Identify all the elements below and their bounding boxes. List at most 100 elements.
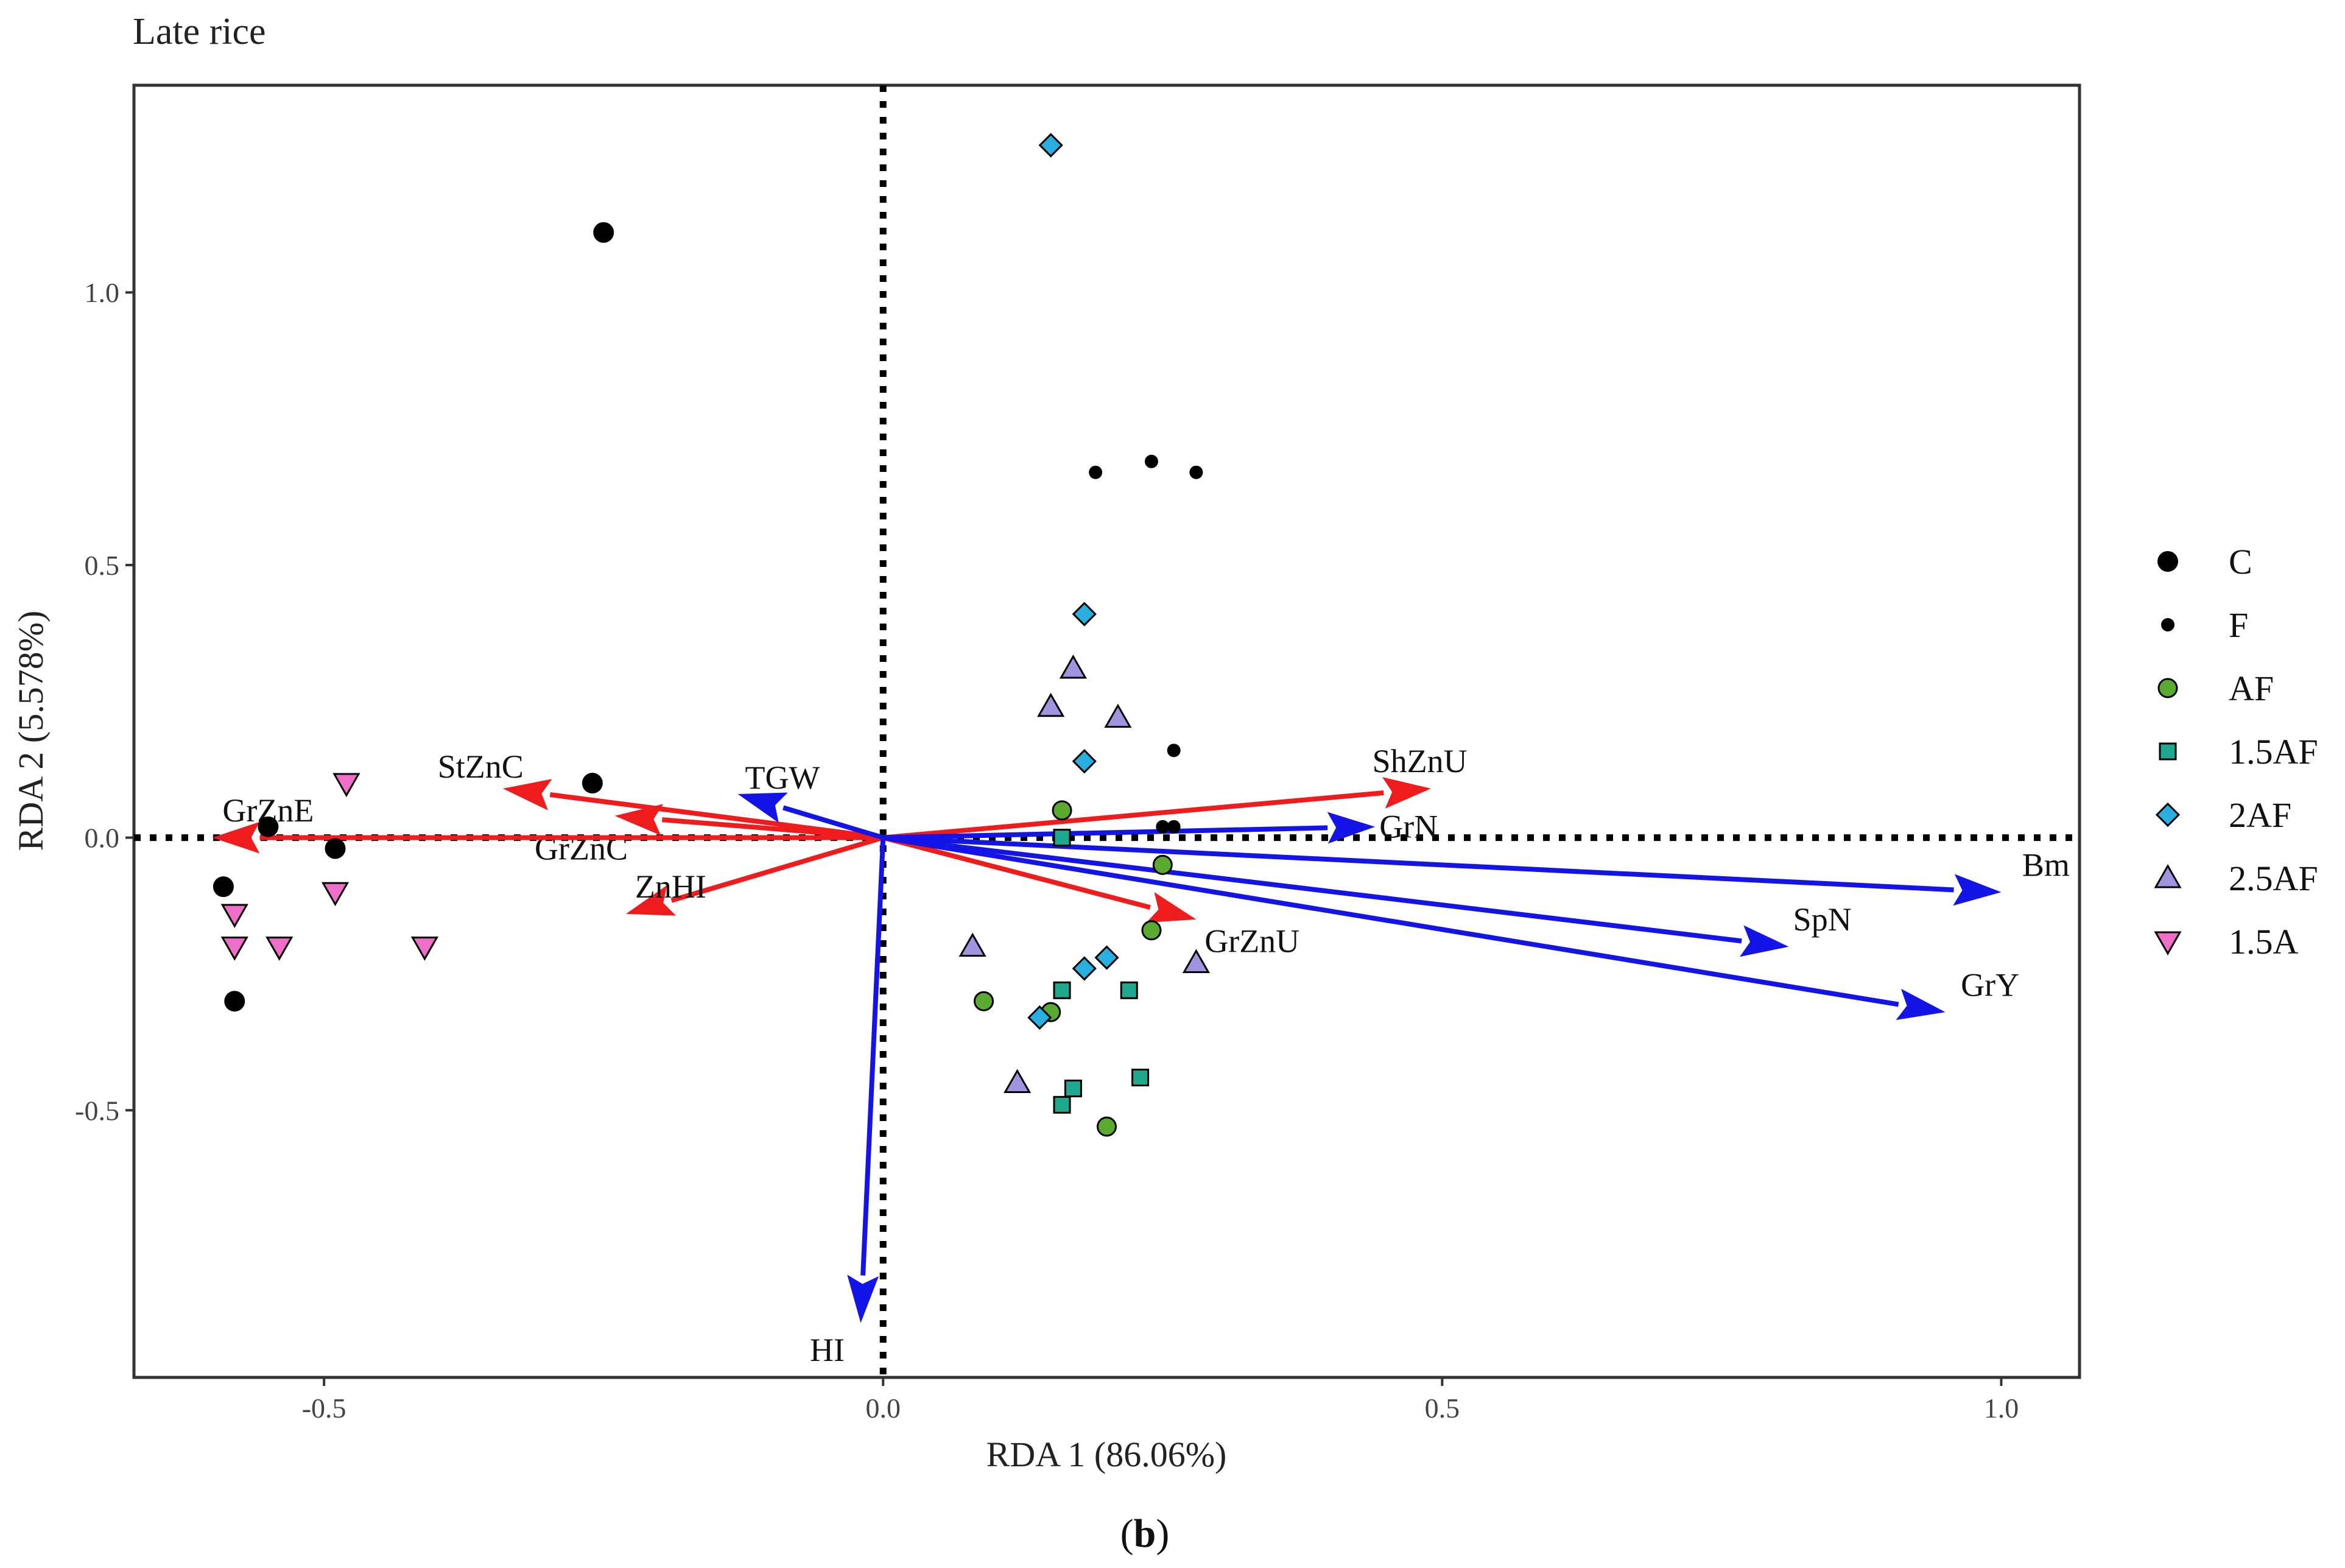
figure-caption: (b) (1120, 1511, 1170, 1556)
vector-line-hi (860, 837, 886, 1276)
point-2af-2 (1072, 602, 1097, 627)
point-af-4 (974, 991, 994, 1011)
axes: -0.5 0.0 0.5 1.0 -0.5 0.0 0.5 1.0 (75, 277, 2019, 1424)
point-c-4 (325, 838, 346, 859)
legend-key-2af (2155, 802, 2181, 828)
point-2af-1 (1038, 133, 1063, 158)
point-2-5af-2 (1037, 692, 1065, 717)
vector-head-stznc (502, 779, 552, 810)
point-2af-5 (1072, 956, 1097, 981)
vector-head-znhi (625, 885, 677, 916)
vector-head-grzne (212, 821, 260, 854)
point-2af-6 (1027, 1005, 1052, 1030)
vector-label-gry: GrY (1961, 966, 2019, 1003)
point-2-5af-1 (1059, 655, 1087, 679)
vector-line-grznu (882, 835, 1151, 910)
point-1-5a-2 (220, 904, 248, 928)
vector-line-shznu (882, 790, 1384, 840)
plot-panel-border (132, 83, 2081, 1379)
point-af-6 (1097, 1116, 1117, 1137)
point-2af-3 (1072, 749, 1097, 774)
legend-label-af: AF (2229, 669, 2274, 708)
vector-head-tgw (737, 792, 788, 823)
point-1-5a-4 (220, 937, 248, 961)
vector-head-bm (1953, 874, 2002, 906)
legend-key-c (2157, 551, 2178, 572)
point-1-5af-4 (1064, 1079, 1082, 1097)
point-c-6 (224, 991, 245, 1012)
point-1-5af-5 (1053, 1095, 1071, 1114)
point-af-1 (1052, 800, 1072, 821)
vector-label-grn: GrN (1379, 809, 1438, 845)
legend-key-af (2157, 678, 2178, 698)
point-f-6 (1167, 820, 1181, 834)
vector-label-znhi: ZnHI (635, 868, 706, 905)
point-2-5af-3 (1104, 703, 1132, 728)
vector-line-grn (883, 825, 1328, 840)
vector-label-shznu: ShZnU (1373, 743, 1468, 779)
point-f-2 (1144, 454, 1158, 468)
point-c-5 (213, 876, 234, 898)
y-tick-label-0-5: -0.5 (75, 1095, 119, 1126)
vector-head-gry (1896, 988, 1946, 1021)
vector-head-spn (1740, 925, 1789, 957)
point-f-4 (1167, 744, 1181, 758)
legend-label-1-5a: 1.5A (2229, 922, 2299, 962)
point-af-2 (1152, 854, 1173, 875)
point-2af-4 (1094, 945, 1119, 970)
vector-head-grn (1327, 812, 1376, 844)
caption-open: ( (1120, 1511, 1134, 1556)
point-2-5af-4 (958, 932, 986, 957)
y-tick-label-1-0: 1.0 (85, 277, 120, 308)
point-1-5a-6 (410, 937, 438, 961)
vector-line-tgw (782, 805, 884, 840)
vector-label-bm: Bm (2022, 846, 2070, 883)
caption-letter: b (1134, 1511, 1156, 1556)
legend-label-f: F (2229, 605, 2248, 645)
point-1-5af-1 (1053, 829, 1071, 847)
vector-label-stznc: StZnC (438, 748, 524, 785)
point-c-1 (593, 222, 614, 243)
x-tick-label-1-0: 1.0 (1984, 1393, 2019, 1424)
vector-line-stznc (549, 792, 884, 840)
legend-label-2-5af: 2.5AF (2229, 859, 2318, 898)
point-f-3 (1189, 465, 1203, 479)
point-1-5af-2 (1053, 981, 1071, 999)
sample-points (213, 133, 1210, 1137)
vector-head-grznc (614, 804, 664, 835)
point-2-5af-6 (1004, 1069, 1032, 1094)
vector-line-grznc (661, 817, 884, 840)
legend-key-f (2161, 618, 2174, 631)
legend-key-1-5a (2154, 931, 2182, 956)
vector-head-grznu (1146, 892, 1197, 923)
vector-label-hi: HI (810, 1332, 845, 1368)
y-tick-label-0-0: 0.0 (85, 823, 120, 854)
point-af-3 (1141, 920, 1162, 941)
caption-close: ) (1156, 1511, 1169, 1556)
legend-label-c: C (2229, 542, 2252, 582)
point-f-5 (1156, 820, 1170, 834)
y-tick-label-0-5: 0.5 (85, 550, 120, 581)
x-tick-label-0-5: -0.5 (302, 1393, 346, 1424)
point-1-5a-5 (265, 937, 294, 961)
y-axis-title: RDA 2 (5.578%) (11, 611, 51, 851)
vector-head-hi (847, 1274, 879, 1323)
reference-lines (134, 85, 2080, 1377)
vector-line-spn (882, 835, 1742, 944)
point-1-5af-3 (1120, 981, 1138, 999)
legend: CF AF 1.5AF 2AF 2.5AF 1.5A (2154, 542, 2318, 962)
point-1-5af-6 (1131, 1069, 1150, 1087)
point-c-2 (582, 773, 603, 794)
vector-label-spn: SpN (1793, 901, 1852, 938)
vector-line-znhi (670, 835, 884, 903)
x-tick-label-0-0: 0.0 (866, 1393, 901, 1424)
point-f-1 (1089, 465, 1103, 479)
point-1-5a-3 (321, 882, 350, 907)
x-axis-title: RDA 1 (86.06%) (986, 1435, 1227, 1474)
legend-key-1-5af (2159, 742, 2177, 761)
vector-line-gry (882, 835, 1899, 1007)
legend-label-1-5af: 1.5AF (2229, 732, 2318, 772)
vector-label-grznu: GrZnU (1204, 923, 1299, 960)
legend-label-2af: 2AF (2229, 795, 2291, 835)
